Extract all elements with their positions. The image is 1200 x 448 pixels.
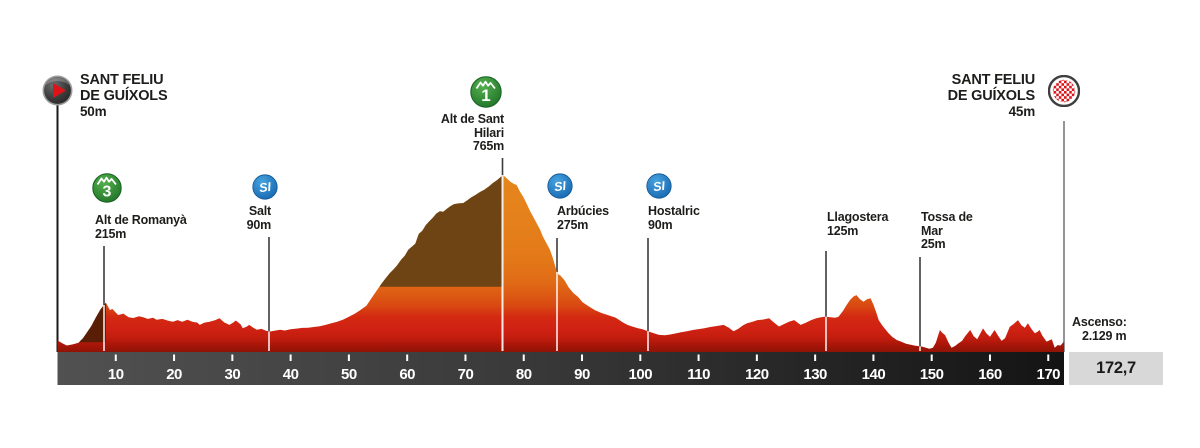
ascent-label: Ascenso: bbox=[1072, 315, 1127, 329]
distance-tick-label: 50 bbox=[341, 366, 357, 383]
finish-name-line2: DE GUÍXOLS bbox=[947, 88, 1036, 104]
distance-tick-label: 140 bbox=[862, 366, 886, 383]
distance-tick-label: 10 bbox=[108, 366, 124, 383]
waypoint-label-line: Mar bbox=[921, 223, 943, 238]
waypoint-label-line: 765m bbox=[472, 139, 504, 153]
start-name-line1: SANT FELIU bbox=[80, 72, 164, 88]
category-1-icon: 1 bbox=[470, 76, 502, 108]
start-name-line2: DE GUÍXOLS bbox=[80, 88, 168, 104]
finish-icon bbox=[1048, 75, 1080, 107]
category-3-icon: 3 bbox=[92, 173, 122, 203]
distance-tick-label: 160 bbox=[978, 366, 1002, 383]
waypoint-label-line: 215m bbox=[95, 226, 127, 241]
distance-tick-label: 170 bbox=[1036, 366, 1060, 383]
svg-text:SI: SI bbox=[553, 179, 567, 195]
finish-elevation: 45m bbox=[1008, 104, 1036, 119]
waypoint-label-hilari: Alt de Sant Hilari 765m bbox=[440, 112, 504, 154]
waypoint-label-romanya: Alt de Romanyà 215m bbox=[95, 213, 187, 241]
distance-tick-label: 150 bbox=[920, 366, 944, 383]
start-elevation: 50m bbox=[80, 104, 107, 119]
sprint-icon: SI bbox=[547, 173, 573, 199]
waypoint-label-line: 125m bbox=[827, 223, 859, 238]
svg-text:SI: SI bbox=[258, 180, 272, 196]
waypoint-label-line: Arbúcies bbox=[557, 204, 609, 218]
waypoint-label-line: Llagostera bbox=[827, 210, 889, 224]
svg-text:3: 3 bbox=[103, 184, 112, 201]
ascent-stats: Ascenso: 2.129 m bbox=[1072, 315, 1127, 343]
total-distance-value: 172,7 bbox=[1096, 359, 1136, 377]
waypoint-label-line: Hostalric bbox=[648, 204, 700, 218]
x-axis-bar bbox=[57, 352, 1064, 385]
elevation-profile-area bbox=[57, 174, 1064, 352]
waypoint-label-hostalric: Hostalric 90m bbox=[648, 204, 700, 232]
x-axis: 10 20 30 40 50 60 70 80 90 100 110 120 130 140 150 160 1… bbox=[108, 354, 1061, 383]
waypoint-label-line: Hilari bbox=[473, 125, 504, 140]
sprint-icon: SI bbox=[252, 174, 278, 200]
waypoint-label-line: Salt bbox=[248, 204, 271, 218]
distance-tick-label: 70 bbox=[458, 366, 474, 383]
distance-tick-label: 40 bbox=[283, 366, 299, 383]
waypoint-label-line: Tossa de bbox=[921, 210, 973, 224]
waypoint-label-salt: Salt 90m bbox=[246, 204, 272, 232]
waypoint-label-tossa: Tossa de Mar 25m bbox=[921, 210, 973, 252]
total-distance-box: 172,7 bbox=[1069, 352, 1163, 385]
distance-tick-label: 80 bbox=[516, 366, 532, 383]
distance-tick-label: 110 bbox=[687, 366, 710, 383]
waypoint-label-line: 90m bbox=[648, 217, 673, 232]
distance-tick-label: 30 bbox=[224, 366, 240, 383]
climb-shadow bbox=[379, 174, 503, 287]
waypoint-label-line: 275m bbox=[557, 217, 589, 232]
distance-tick-label: 90 bbox=[574, 366, 590, 383]
distance-tick-label: 20 bbox=[166, 366, 182, 383]
svg-text:SI: SI bbox=[652, 179, 666, 195]
ascent-value: 2.129 m bbox=[1082, 329, 1127, 343]
finish-label: SANT FELIU DE GUÍXOLS 45m bbox=[947, 72, 1036, 120]
distance-tick-label: 60 bbox=[399, 366, 415, 383]
waypoint-label-line: Alt de Romanyà bbox=[95, 213, 187, 227]
waypoint-label-line: 90m bbox=[246, 217, 272, 232]
waypoint-label-arbucies: Arbúcies 275m bbox=[557, 204, 609, 232]
waypoint-label-line: 25m bbox=[921, 237, 946, 251]
distance-tick-label: 100 bbox=[629, 366, 653, 383]
climb-shadow bbox=[79, 302, 106, 343]
waypoint-label-line: Alt de Sant bbox=[440, 112, 504, 126]
waypoint-label-llagostera: Llagostera 125m bbox=[827, 210, 889, 238]
svg-text:1: 1 bbox=[481, 86, 490, 105]
finish-name-line1: SANT FELIU bbox=[951, 72, 1036, 88]
distance-tick-label: 120 bbox=[745, 366, 769, 383]
distance-tick-label: 130 bbox=[803, 366, 827, 383]
start-label: SANT FELIU DE GUÍXOLS 50m bbox=[80, 72, 168, 120]
sprint-icon: SI bbox=[646, 173, 672, 199]
start-icon bbox=[42, 75, 73, 106]
